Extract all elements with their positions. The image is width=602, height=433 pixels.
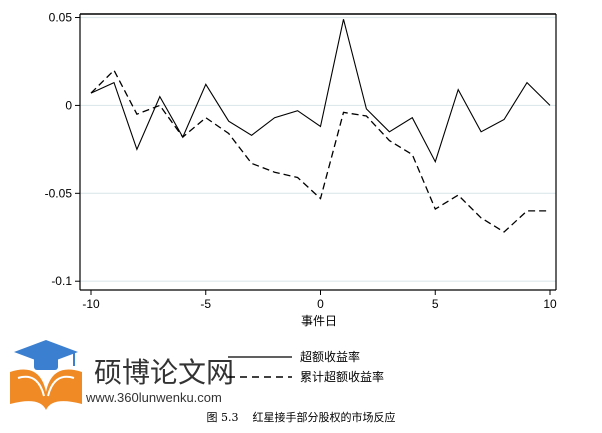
series-line-abnormal-return: [90, 19, 551, 164]
x-tick-label-2: 0: [317, 297, 324, 311]
plot-frame: [80, 14, 556, 290]
watermark: 硕博论文网 www.360lunwenku.com: [10, 340, 234, 410]
legend-label-cumulative-abnormal-return: 累计超额收益率: [300, 369, 384, 384]
x-tick-label-3: 5: [432, 297, 439, 311]
y-tick-label-2: -0.05: [45, 186, 73, 200]
figure-caption: 图 5.3 红星接手部分股权的市场反应: [207, 410, 396, 424]
graduation-cap-book-icon: [10, 340, 82, 410]
watermark-title: 硕博论文网: [94, 356, 234, 389]
series-lines: [90, 19, 551, 233]
y-tick-label-0: 0.05: [49, 11, 73, 25]
y-tick-label-3: -0.1: [51, 274, 72, 288]
axes: [75, 13, 557, 295]
watermark-url: www.360lunwenku.com: [85, 390, 222, 405]
y-tick-label-1: 0: [65, 98, 72, 112]
legend: 超额收益率 累计超额收益率: [228, 349, 384, 384]
x-axis-title: 事件日: [301, 314, 337, 328]
series-line-cumulative-abnormal-return: [90, 69, 550, 233]
x-tick-label-4: 10: [543, 297, 557, 311]
legend-label-abnormal-return: 超额收益率: [300, 349, 360, 364]
x-tick-label-0: -10: [82, 297, 100, 311]
x-tick-label-1: -5: [200, 297, 211, 311]
tick-labels: 0.05 0 -0.05 -0.1 -10 -5 0 5 10: [45, 11, 557, 311]
